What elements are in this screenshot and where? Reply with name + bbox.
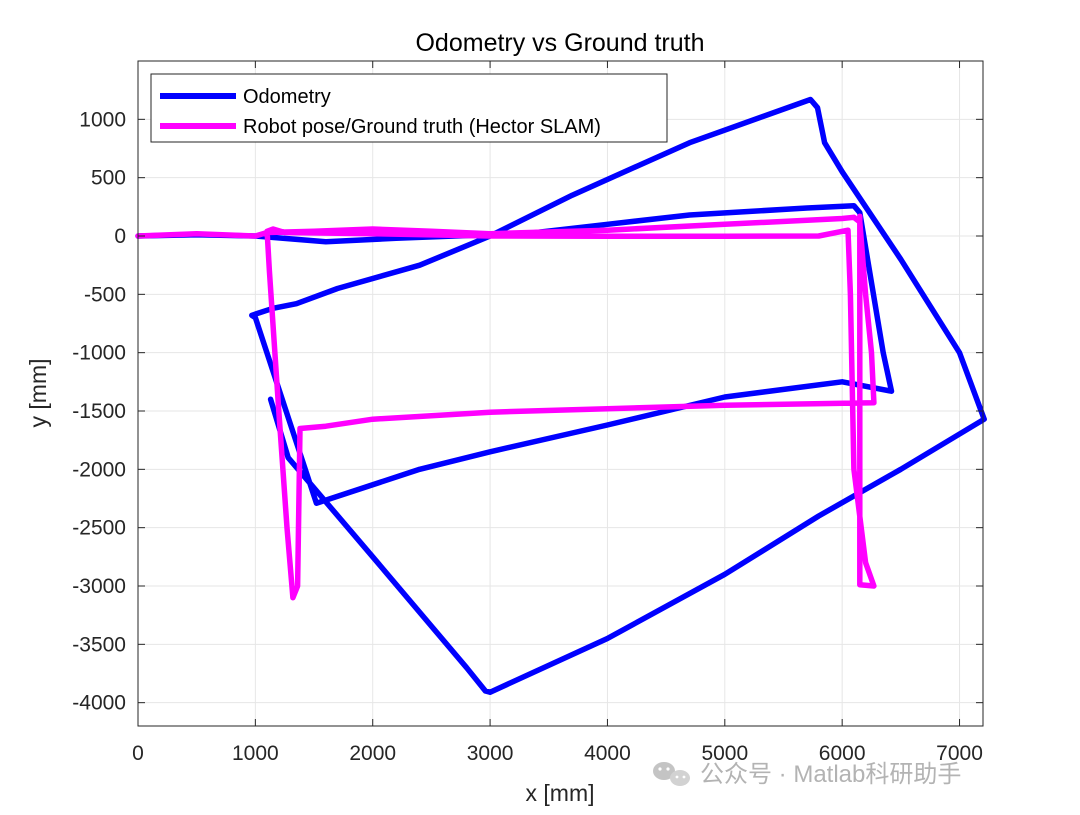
- series-layer: [135, 96, 987, 695]
- x-tick-label: 2000: [349, 742, 396, 765]
- x-axis-label: x [mm]: [526, 780, 595, 806]
- y-tick-label: -3000: [72, 575, 126, 598]
- plot-area: [138, 61, 983, 726]
- watermark-text: 公众号 · Matlab科研助手: [700, 761, 961, 788]
- x-tick-label: 4000: [584, 742, 631, 765]
- tick-marks: [137, 61, 983, 726]
- y-tick-label: 0: [114, 225, 126, 248]
- legend: Odometry Robot pose/Ground truth (Hector …: [150, 73, 668, 143]
- y-tick-label: -2500: [72, 517, 126, 540]
- legend-label: Robot pose/Ground truth (Hector SLAM): [243, 116, 601, 138]
- wechat-icon: [653, 762, 690, 786]
- x-tick-label: 6000: [819, 742, 866, 765]
- y-tick-label: -2000: [72, 458, 126, 481]
- y-tick-label: -1000: [72, 342, 126, 365]
- y-axis-label: y [mm]: [25, 359, 51, 428]
- x-tick-label: 7000: [936, 742, 983, 765]
- x-tick-label: 0: [132, 742, 144, 765]
- chart-title: Odometry vs Ground truth: [415, 29, 704, 57]
- legend-box: [150, 73, 668, 143]
- plot-frame: [137, 60, 984, 727]
- y-tick-label: -3500: [72, 633, 126, 656]
- x-tick-label: 1000: [232, 742, 279, 765]
- y-tick-label: 1000: [79, 108, 126, 131]
- x-tick-label: 3000: [467, 742, 514, 765]
- watermark: 公众号 · Matlab科研助手: [653, 761, 961, 788]
- series-line-ground-truth: [135, 213, 877, 601]
- legend-label: Odometry: [243, 86, 331, 108]
- x-tick-label: 5000: [701, 742, 748, 765]
- series-line-odometry: [135, 96, 987, 695]
- y-tick-label: -1500: [72, 400, 126, 423]
- tick-labels: 0 1000 2000 3000 4000 5000 6000 700010005000-50…: [72, 108, 983, 765]
- y-tick-label: -500: [84, 283, 126, 306]
- y-tick-label: -4000: [72, 692, 126, 715]
- y-tick-label: 500: [91, 167, 126, 190]
